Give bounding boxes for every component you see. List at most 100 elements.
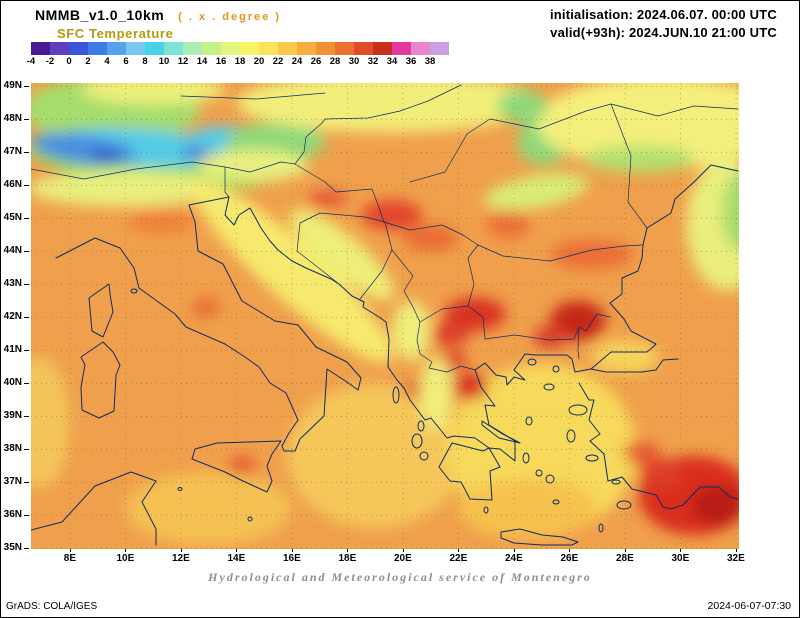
colorbar-segment (164, 42, 183, 55)
temperature-feature (286, 383, 465, 529)
latitude-label: 38N (3, 443, 22, 455)
latitude-label: 49N (3, 80, 22, 92)
temperature-feature (444, 297, 506, 331)
colorbar-segment (221, 42, 240, 55)
greece-north-border (428, 362, 486, 373)
sardinia-coastline (80, 341, 121, 419)
tunisia-coastline (30, 471, 157, 546)
longitude-label: 22E (449, 553, 468, 564)
colorbar-tick-label: 26 (310, 56, 322, 67)
elba-island (130, 288, 138, 294)
macedonia-bulgaria-border (419, 305, 611, 341)
marmara-south-coast (590, 358, 679, 373)
temperature-feature (361, 200, 423, 230)
italy-coastline (55, 196, 362, 452)
longitude-label: 24E (504, 553, 523, 564)
latitude-label: 36N (3, 509, 22, 521)
latitude-label: 44N (3, 245, 22, 257)
grads-credit: GrADS: COLA/IGES (6, 601, 98, 612)
grid-resolution-note: ( . x . degree ) (178, 11, 282, 23)
karpathos-island (598, 523, 604, 533)
latitude-label: 40N (3, 377, 22, 389)
latitude-label: 37N (3, 476, 22, 488)
malta-island (247, 516, 253, 522)
temperature-feature (497, 89, 548, 123)
latlon-grid (31, 83, 739, 549)
longitude-tick (69, 548, 71, 552)
latitude-label: 47N (3, 146, 22, 158)
thasos-island (527, 358, 537, 366)
colorbar-tick-label: 18 (234, 56, 246, 67)
latitude-tick (24, 383, 29, 385)
temperature-feature (191, 179, 393, 363)
colorbar-tick-label: 4 (104, 56, 110, 67)
temperature-feature (451, 373, 488, 400)
rhodes-island (616, 500, 632, 510)
latitude-axis: 49N 48N 47N 46N 45N 44N 43N 42N 41N 40N 39N 38N 37N 3… (1, 80, 30, 553)
colorbar-tick-label: 16 (215, 56, 227, 67)
colorbar-segment (297, 42, 316, 55)
colorbar-segment (31, 42, 50, 55)
colorbar-tick-label: 24 (291, 56, 303, 67)
paros-island (535, 469, 543, 477)
temperature-feature (391, 300, 431, 361)
longitude-tick (125, 548, 127, 552)
colorbar-segment (373, 42, 392, 55)
temperature-feature (623, 441, 660, 465)
colorbar-segment (335, 42, 354, 55)
temperature-feature (430, 322, 470, 346)
lesbos-island (568, 404, 588, 416)
latitude-tick (24, 218, 29, 220)
colorbar-tick-label: 6 (123, 56, 129, 67)
samos-island (585, 454, 599, 462)
temperature-feature (583, 145, 695, 173)
colorbar-tick-label: 30 (348, 56, 360, 67)
temperature-feature (419, 356, 453, 430)
longitude-label: 20E (393, 553, 412, 564)
bosnia-border (296, 212, 393, 300)
longitude-label: 10E (116, 553, 135, 564)
colorbar-segment (259, 42, 278, 55)
temperature-feature (641, 457, 681, 488)
colorbar-segment (69, 42, 88, 55)
turkey-coastline (578, 382, 739, 510)
longitude-tick (624, 548, 626, 552)
longitude-label: 8E (63, 553, 77, 564)
temperature-feature (550, 239, 634, 270)
temperature-feature (536, 76, 787, 169)
colorbar-segment (392, 42, 411, 55)
colorbar-segment (354, 42, 373, 55)
colorbar-segment (278, 42, 297, 55)
temperature-feature (591, 340, 659, 374)
temperature-feature (308, 190, 348, 207)
skyros-island (525, 416, 533, 426)
longitude-label: 26E (560, 553, 579, 564)
temperature-feature (484, 173, 589, 211)
corfu-island (392, 386, 400, 404)
latitude-tick (24, 317, 29, 319)
colorbar-segment (240, 42, 259, 55)
colorbar-segment (50, 42, 69, 55)
colorbar-tick-label: 22 (272, 56, 284, 67)
colorbar-segment (183, 42, 202, 55)
temperature-colorbar (31, 42, 449, 55)
temperature-feature (125, 472, 292, 545)
latitude-label: 48N (3, 113, 22, 125)
naxos-island (545, 474, 555, 484)
longitude-label: 18E (338, 553, 357, 564)
latitude-tick (24, 152, 29, 154)
lefkada-island (417, 420, 425, 432)
colorbar-segment (145, 42, 164, 55)
colorbar-segment (316, 42, 335, 55)
latitude-tick (24, 86, 29, 88)
service-credit-text: Hydrological and Meteorological service … (208, 570, 592, 584)
moldova-border (610, 103, 648, 229)
temperature-feature (80, 74, 226, 105)
temperature-feature (128, 210, 195, 234)
model-title: NMMB_v1.0_10km ( . x . degree ) (35, 7, 281, 23)
longitude-tick (236, 548, 238, 552)
latitude-tick (24, 515, 29, 517)
romania-north-border (409, 103, 739, 183)
colorbar-tick-label: 32 (367, 56, 379, 67)
